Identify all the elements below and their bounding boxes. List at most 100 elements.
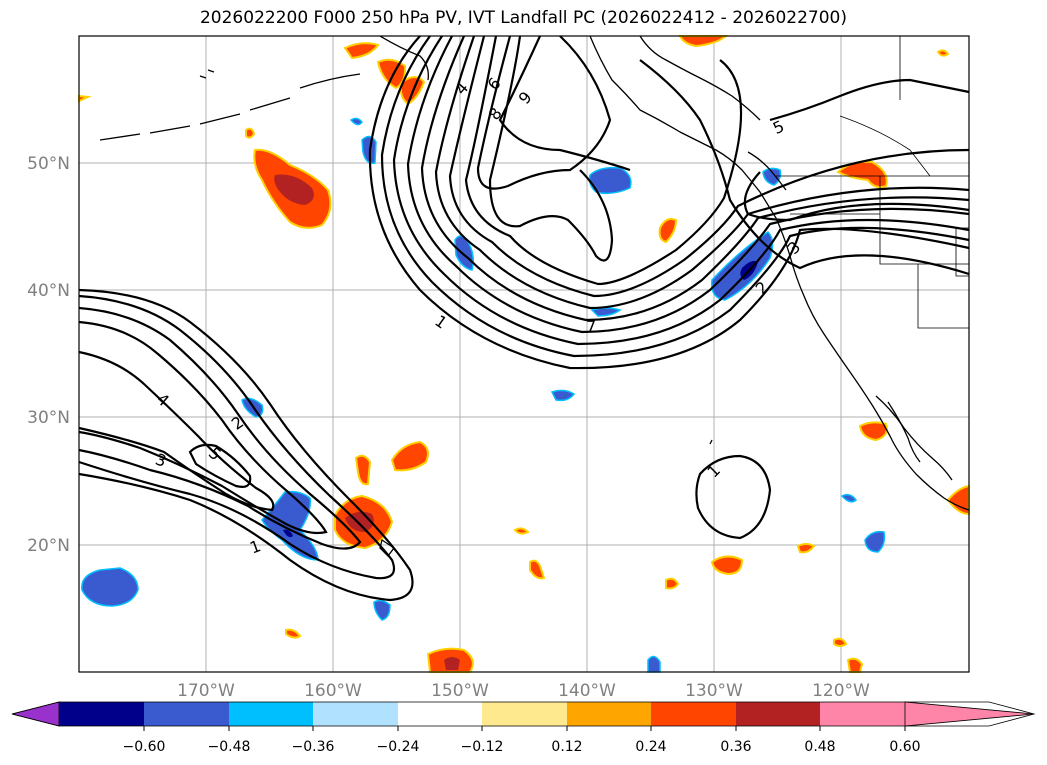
lon-label: 150°W <box>431 681 489 701</box>
pv-anomaly-region <box>283 529 293 538</box>
colorbar-bin <box>820 702 905 726</box>
contour-line <box>639 59 970 276</box>
contour-line <box>78 294 396 580</box>
pv-anomaly-region <box>354 454 372 486</box>
contour-label: 7 <box>586 317 596 336</box>
pv-anomaly-region <box>349 117 363 126</box>
pv-anomaly-region <box>658 218 678 244</box>
lon-label: 130°W <box>685 681 743 701</box>
pv-anomaly-region <box>550 389 576 402</box>
lat-label: 40°N <box>27 281 70 301</box>
contour-line <box>743 171 970 222</box>
contour-line <box>78 320 328 535</box>
pv-anomaly-region <box>840 493 858 503</box>
alaska-coast <box>379 35 429 81</box>
pv-anomaly-region <box>390 440 429 472</box>
map-panel: 4 6 8 9 1 7 5 2 3 4 2 3 5 1 1 <box>78 35 970 673</box>
colorbar-outline <box>11 701 1036 727</box>
pv-anomaly-region <box>529 559 546 580</box>
ivt-contours <box>78 35 970 602</box>
contour-line <box>448 35 970 298</box>
contour-line <box>695 454 772 540</box>
colorbar-tick-label: −0.24 <box>377 739 420 755</box>
pv-anomaly-region <box>833 637 848 647</box>
contour-line <box>78 288 414 602</box>
contour-line <box>368 35 970 370</box>
gulf-of-california <box>887 401 921 463</box>
pv-anomaly-region <box>245 127 256 139</box>
colorbar-extend-high <box>904 701 1035 727</box>
pv-anomaly-region <box>285 628 302 639</box>
contour-line <box>498 35 631 172</box>
lon-label: 170°W <box>177 681 235 701</box>
pv-anomaly-region <box>444 657 460 670</box>
small-island <box>199 69 713 445</box>
pv-anomaly-region <box>647 655 661 673</box>
pv-positive-anomalies <box>78 35 970 673</box>
colorbar-tick-label: 0.48 <box>804 739 835 755</box>
contour-line <box>392 35 970 346</box>
colorbar-tick-label: −0.36 <box>292 739 335 755</box>
colorbar-bin <box>651 702 736 726</box>
colorbar-tick-label: −0.60 <box>123 739 166 755</box>
pv-anomaly-region <box>513 527 530 535</box>
colorbar-tick-label: 0.36 <box>720 739 751 755</box>
colorbar-bin <box>398 702 482 726</box>
pv-anomaly-region <box>846 657 864 673</box>
colorbar-bin <box>736 702 820 726</box>
latitude-labels: 50°N 40°N 30°N 20°N <box>27 154 70 556</box>
colorbar-ticks <box>143 726 906 731</box>
colorbar-tick-label: 0.24 <box>635 739 666 755</box>
colorbar-bin <box>567 702 651 726</box>
colorbar-bin <box>144 702 229 726</box>
colorbar-tick-label: −0.48 <box>208 739 251 755</box>
canada-provinces <box>839 36 931 177</box>
colorbar-tick-label: 0.60 <box>889 739 920 755</box>
pv-anomaly-region <box>858 421 888 442</box>
contour-line <box>380 35 970 358</box>
contour-line <box>420 35 970 322</box>
contour-line <box>78 350 275 512</box>
contour-line <box>434 35 970 310</box>
pv-anomaly-region <box>796 543 816 554</box>
pv-anomaly-region <box>81 567 139 607</box>
colorbar: −0.60 −0.48 −0.36 −0.24 −0.12 0.12 0.24 … <box>11 701 1036 755</box>
pv-anomaly-region <box>665 577 680 590</box>
pv-anomaly-region <box>343 42 380 60</box>
figure-title: 2026022200 F000 250 hPa PV, IVT Landfall… <box>199 8 847 28</box>
colorbar-extend-low <box>11 701 60 727</box>
lon-label: 120°W <box>812 681 870 701</box>
state-borders <box>790 176 969 329</box>
baja-coast <box>875 395 953 481</box>
lat-label: 20°N <box>27 536 70 556</box>
colorbar-bin <box>229 702 313 726</box>
pv-anomaly-region <box>274 174 314 205</box>
pv-anomaly-region <box>454 235 474 271</box>
pv-anomaly-region <box>373 599 391 621</box>
pv-anomaly-region <box>762 167 782 186</box>
pv-anomaly-region <box>936 49 950 57</box>
longitude-labels: 170°W 160°W 150°W 140°W 130°W 120°W <box>177 681 870 701</box>
colorbar-bin <box>482 702 567 726</box>
lon-label: 140°W <box>558 681 616 701</box>
lat-label: 30°N <box>27 408 70 428</box>
pv-anomaly-region <box>710 555 744 576</box>
gridlines <box>79 36 969 672</box>
contour-line <box>78 306 362 550</box>
colorbar-bin <box>59 702 144 726</box>
pv-anomaly-region <box>711 231 774 301</box>
aleutian-islands <box>99 73 361 141</box>
colorbar-tick-label: 0.12 <box>551 739 582 755</box>
lat-label: 50°N <box>27 154 70 174</box>
colorbar-tick-label: −0.12 <box>461 739 504 755</box>
lon-label: 160°W <box>304 681 362 701</box>
pv-anomaly-region <box>864 530 886 553</box>
pv-anomaly-region <box>678 35 729 48</box>
contour-line <box>488 35 614 262</box>
contour-line <box>464 35 743 286</box>
colorbar-bin <box>313 702 398 726</box>
contour-line <box>476 35 612 190</box>
pv-anomaly-region <box>588 166 632 195</box>
contour-line <box>188 443 252 488</box>
